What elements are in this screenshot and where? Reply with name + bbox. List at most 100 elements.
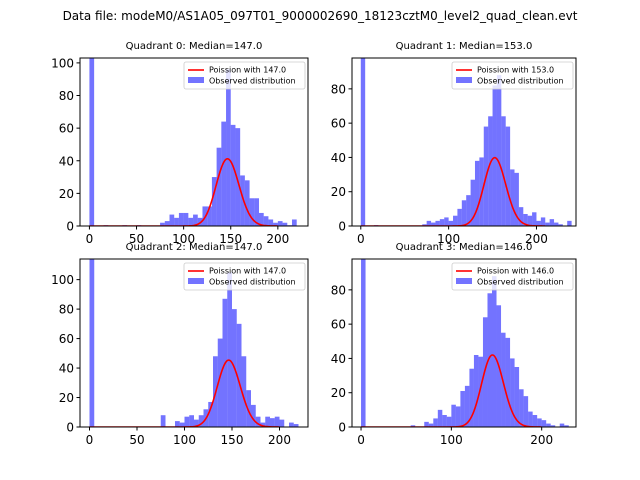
legend-patch-swatch (188, 77, 204, 83)
histogram-bar (174, 217, 179, 226)
panel-quadrant-3: Quadrant 3: Median=146.0 0 100 200 0 20 40 60 80… (331, 242, 577, 447)
histogram-bar (230, 124, 236, 226)
histogram-bar (473, 355, 479, 427)
legend-patch-swatch (188, 278, 204, 284)
legend-label-observed: Observed distribution (209, 278, 296, 287)
histogram-bar (227, 272, 232, 427)
histogram-bar (523, 214, 528, 226)
histogram-bar (361, 259, 366, 427)
histogram-bar (268, 219, 274, 226)
y-tick-label: 60 (331, 117, 346, 131)
legend-box (183, 61, 306, 90)
panel-title: Quadrant 0: Median=147.0 (126, 41, 263, 52)
y-tick-label: 80 (59, 89, 74, 103)
histogram-bar (523, 396, 529, 427)
histogram-bar (455, 406, 461, 427)
histogram-bar (444, 217, 449, 226)
legend: Poission with 146.0 Observed distribution (451, 262, 574, 291)
histogram-bar (549, 219, 555, 226)
histogram-bar (536, 220, 541, 226)
y-tick-label: 0 (66, 421, 74, 435)
x-tick-label: 200 (266, 232, 289, 246)
x-tick-label: 150 (219, 232, 242, 246)
histogram-bar (528, 411, 533, 427)
histogram-bar (244, 180, 250, 226)
y-tick-label: 20 (59, 391, 74, 405)
histogram-bar (246, 390, 251, 427)
histogram-bar (279, 419, 285, 427)
histogram-bar (469, 368, 474, 427)
histogram-bar (537, 418, 542, 427)
histogram-bar (464, 385, 470, 427)
histogram-bar (263, 216, 269, 226)
histogram-bar (435, 220, 440, 226)
histogram-bar (160, 222, 165, 226)
x-tick-label: 50 (129, 433, 144, 447)
histogram-bar (519, 389, 524, 427)
histogram-bar (439, 219, 445, 226)
histogram-bar (194, 419, 199, 427)
histogram-bar (208, 401, 213, 427)
histogram-bar (496, 75, 502, 226)
y-tick-label: 100 (51, 273, 74, 287)
panel-quadrant-0: Quadrant 0: Median=147.0 0 50 100 150 200 0 20 4… (51, 41, 309, 246)
histogram-bar (453, 215, 458, 226)
x-tick-label: 0 (86, 232, 94, 246)
panel-quadrant-2: Quadrant 2: Median=147.0 0 50 100 150 200 0 20 4… (51, 242, 309, 447)
histogram-bar (207, 206, 212, 226)
histogram-bar (259, 212, 264, 226)
legend-label-observed: Observed distribution (477, 77, 564, 86)
histogram-bar (470, 179, 475, 226)
legend-box (451, 61, 574, 90)
histogram-bar (89, 58, 95, 226)
histogram-bar (273, 222, 278, 226)
axes-frame (79, 57, 309, 227)
y-tick-label: 80 (331, 283, 346, 297)
histogram-bar (251, 404, 256, 427)
histogram-bar (505, 337, 511, 427)
x-tick-label: 0 (86, 433, 94, 447)
y-tick-label: 80 (331, 82, 346, 96)
y-tick-label: 40 (331, 352, 346, 366)
histogram-bar (554, 222, 559, 226)
y-tick-label: 20 (331, 386, 346, 400)
legend-label-poisson: Poission with 153.0 (477, 66, 554, 75)
histogram-bar (431, 222, 436, 226)
x-tick-label: 100 (437, 232, 460, 246)
panel-title: Quadrant 1: Median=153.0 (396, 41, 533, 52)
x-tick-label: 200 (268, 433, 291, 447)
histogram-bar (442, 415, 447, 427)
histogram-bar (274, 416, 280, 427)
histogram-bar (240, 175, 245, 226)
histogram-bar (89, 259, 95, 427)
histogram-bar (532, 415, 538, 427)
legend: Poission with 147.0 Observed distribution (183, 262, 306, 291)
histogram-bar (437, 409, 443, 427)
histogram-bar (183, 212, 189, 226)
histogram-bar (241, 356, 247, 427)
legend: Poission with 147.0 Observed distribution (183, 61, 306, 90)
histogram-bar (510, 358, 515, 427)
histogram-bar (567, 220, 572, 226)
x-tick-label: 100 (440, 433, 463, 447)
histogram-bar (293, 424, 299, 427)
legend-patch-swatch (456, 278, 472, 284)
histogram-bar (260, 422, 266, 427)
histogram-bar (501, 116, 506, 226)
histogram-bar (510, 169, 515, 226)
histogram-bar (505, 126, 511, 226)
x-tick-label: 0 (357, 232, 365, 246)
histogram-bar (514, 172, 519, 226)
histogram-bar (189, 415, 194, 427)
histogram-bar (428, 423, 434, 427)
histogram-bar (282, 222, 288, 226)
histogram-bar (193, 214, 198, 226)
plot-area (361, 259, 569, 427)
x-tick-label: 100 (172, 232, 195, 246)
histogram-bar (451, 404, 456, 427)
y-tick-label: 60 (331, 318, 346, 332)
histogram-bar (518, 207, 524, 226)
histogram-bar (265, 416, 270, 427)
histogram-bar (492, 85, 497, 226)
